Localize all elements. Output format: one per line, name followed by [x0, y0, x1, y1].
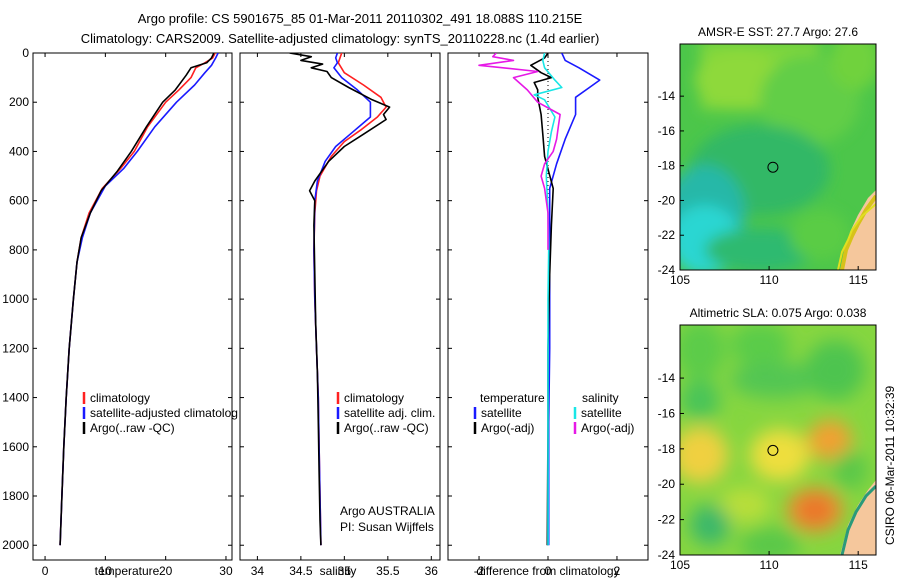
- series-line-temperature-satellite: [547, 53, 601, 546]
- series-line-salinity-satellite: [533, 53, 563, 546]
- difference-profile-panel: -2 0 2 difference from climatology tempera…: [447, 52, 649, 578]
- figure-title: Argo profile: CS 5901675_85 01-Mar-2011 …: [138, 11, 583, 26]
- difference-legend: temperature satellite Argo(-adj) salinit…: [473, 391, 634, 435]
- x-tick-label: 0: [42, 564, 49, 578]
- map-x-tick-label: 105: [670, 558, 690, 572]
- map-x-tick-label: 110: [760, 558, 779, 572]
- salinity-legend: climatology satellite adj. clim. Argo(..…: [336, 391, 435, 435]
- legend-label-argo: Argo(..raw -QC): [90, 421, 175, 435]
- legend-temperature-title: temperature: [480, 391, 545, 405]
- legend-label-climatology: climatology: [344, 391, 404, 405]
- series-line-argo-raw-qc: [59, 53, 215, 546]
- sst-map-title: AMSR-E SST: 27.7 Argo: 27.6: [698, 25, 858, 39]
- x-tick-label: 30: [219, 564, 233, 578]
- y-tick-label: 2000: [2, 538, 29, 552]
- x-tick-label: 35.5: [376, 564, 400, 578]
- sla-map-panel: Altimetric SLA: 0.075 Argo: 0.038: [658, 306, 877, 572]
- x-tick-label: 0: [545, 564, 552, 578]
- argo-australia-label: Argo AUSTRALIA: [340, 504, 435, 518]
- pi-label: PI: Susan Wijffels: [340, 520, 434, 534]
- map-x-tick-label: 115: [849, 273, 868, 287]
- map-x-tick-label: 110: [760, 273, 779, 287]
- map-x-tick-label: 115: [849, 558, 868, 572]
- legend-label-argo: Argo(..raw -QC): [344, 421, 429, 435]
- x-tick-label: 10: [99, 564, 113, 578]
- x-tick-label: -2: [474, 564, 485, 578]
- series-line-salinity-argo-adj: [478, 53, 561, 250]
- y-tick-label: 1200: [2, 341, 29, 355]
- y-tick-label: 600: [9, 194, 29, 208]
- legend-label-sal-argo: Argo(-adj): [581, 421, 634, 435]
- map-y-tick-label: -24: [658, 548, 676, 562]
- y-tick-label: 1600: [2, 440, 29, 454]
- x-tick-label: 34: [251, 564, 265, 578]
- sst-map-panel: AMSR-E SST: 27.7 Argo: 27.6 105 110 115 -24…: [658, 25, 877, 287]
- argo-float-marker: [767, 444, 779, 456]
- map-x-tick-label: 105: [670, 273, 690, 287]
- temperature-axes-frame: [32, 52, 233, 561]
- y-tick-label: 1000: [2, 292, 29, 306]
- y-tick-label: 400: [9, 144, 29, 158]
- map-y-tick-label: -22: [658, 513, 676, 527]
- x-tick-label: 20: [159, 564, 173, 578]
- sla-map-field: [680, 325, 876, 555]
- y-tick-label: 800: [9, 243, 29, 257]
- salinity-profile-panel: 34 34.5 35 35.5 36 salinity climatology sate…: [239, 52, 441, 578]
- series-line-temperature-argo-adj: [529, 53, 555, 546]
- series-line-satellite-adj-clim: [313, 53, 372, 546]
- map-y-tick-label: -18: [658, 442, 676, 456]
- map-y-tick-label: -24: [658, 263, 676, 277]
- legend-label-sal-satellite: satellite: [581, 406, 622, 420]
- y-tick-label: 200: [9, 95, 29, 109]
- series-line-satellite-adjusted-climatology: [59, 53, 219, 546]
- x-tick-label: 36: [425, 564, 439, 578]
- map-y-tick-label: -18: [658, 159, 676, 173]
- map-y-tick-label: -16: [658, 406, 676, 420]
- temperature-xlabel: temperature: [95, 564, 160, 578]
- x-tick-label: 34.5: [289, 564, 313, 578]
- sla-map-title: Altimetric SLA: 0.075 Argo: 0.038: [690, 306, 867, 320]
- legend-label-satellite: satellite-adjusted climatolog: [90, 406, 238, 420]
- map-y-tick-label: -14: [658, 89, 676, 103]
- map-y-tick-label: -16: [658, 124, 676, 138]
- legend-label-temp-satellite: satellite: [481, 406, 522, 420]
- y-tick-label: 1400: [2, 391, 29, 405]
- map-y-tick-label: -20: [658, 193, 676, 207]
- y-tick-label: 1800: [2, 489, 29, 503]
- difference-xlabel: difference from climatology: [476, 564, 619, 578]
- argo-float-marker: [767, 161, 779, 173]
- sst-map-field: [680, 44, 876, 270]
- temperature-legend: climatology satellite-adjusted climatolo…: [82, 391, 238, 435]
- x-tick-label: 2: [614, 564, 621, 578]
- figure-subtitle: Climatology: CARS2009. Satellite-adjuste…: [81, 31, 600, 46]
- legend-label-temp-argo: Argo(-adj): [481, 421, 534, 435]
- sst-map-frame: [679, 43, 877, 271]
- map-y-tick-label: -22: [658, 228, 676, 242]
- series-line-argo-raw-qc: [289, 53, 391, 546]
- legend-label-climatology: climatology: [90, 391, 150, 405]
- salinity-axes-frame: [239, 52, 441, 561]
- timestamp-stamp: CSIRO 06-Mar-2011 10:32:39: [883, 385, 897, 545]
- salinity-xlabel: salinity: [320, 564, 357, 578]
- temperature-profile-panel: 0 10 20 30 0 200 400 600 800 1000 1200 1400 1600 1800…: [2, 46, 238, 578]
- y-tick-label: 0: [22, 46, 29, 60]
- legend-label-satellite: satellite adj. clim.: [344, 406, 435, 420]
- map-y-tick-label: -14: [658, 371, 676, 385]
- land-mass: [840, 480, 876, 555]
- legend-salinity-title: salinity: [582, 391, 619, 405]
- series-line-climatology: [59, 53, 216, 546]
- map-y-tick-label: -20: [658, 477, 676, 491]
- sla-map-frame: [679, 324, 877, 556]
- x-tick-label: 35: [338, 564, 352, 578]
